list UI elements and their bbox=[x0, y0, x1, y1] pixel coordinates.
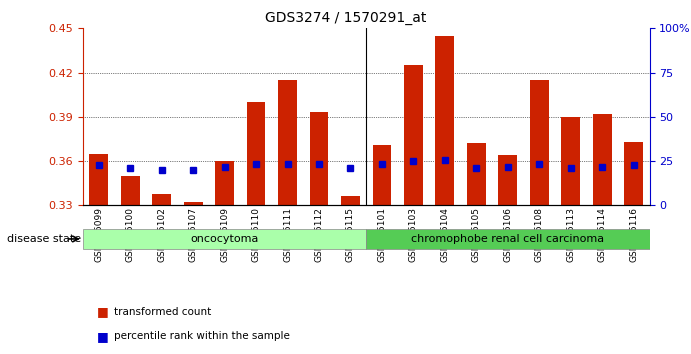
Bar bbox=[121, 176, 140, 205]
Bar bbox=[372, 145, 391, 205]
Bar bbox=[530, 80, 549, 205]
Bar bbox=[152, 194, 171, 205]
Text: GDS3274 / 1570291_at: GDS3274 / 1570291_at bbox=[265, 11, 426, 25]
FancyBboxPatch shape bbox=[83, 229, 366, 249]
Text: disease state: disease state bbox=[7, 234, 81, 244]
Bar bbox=[625, 142, 643, 205]
Bar bbox=[435, 36, 455, 205]
Text: oncocytoma: oncocytoma bbox=[191, 234, 258, 244]
FancyBboxPatch shape bbox=[366, 229, 650, 249]
Text: ■: ■ bbox=[97, 330, 108, 343]
Bar bbox=[89, 154, 108, 205]
Bar bbox=[215, 161, 234, 205]
Bar bbox=[310, 113, 328, 205]
Bar bbox=[467, 143, 486, 205]
Text: percentile rank within the sample: percentile rank within the sample bbox=[114, 331, 290, 341]
Bar bbox=[561, 117, 580, 205]
Text: transformed count: transformed count bbox=[114, 307, 211, 316]
Bar bbox=[498, 155, 518, 205]
Bar bbox=[341, 196, 360, 205]
Bar bbox=[278, 80, 297, 205]
Text: chromophobe renal cell carcinoma: chromophobe renal cell carcinoma bbox=[411, 234, 605, 244]
Bar bbox=[593, 114, 612, 205]
Bar bbox=[404, 65, 423, 205]
Bar bbox=[247, 102, 265, 205]
Text: ■: ■ bbox=[97, 305, 108, 318]
Bar bbox=[184, 202, 202, 205]
